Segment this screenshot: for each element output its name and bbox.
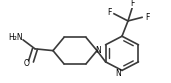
- Text: F: F: [130, 0, 134, 8]
- Text: O: O: [24, 59, 30, 68]
- Text: F: F: [145, 13, 149, 22]
- Text: N: N: [115, 69, 121, 78]
- Text: H₂N: H₂N: [9, 33, 23, 42]
- Text: N: N: [95, 46, 101, 55]
- Text: F: F: [107, 8, 111, 17]
